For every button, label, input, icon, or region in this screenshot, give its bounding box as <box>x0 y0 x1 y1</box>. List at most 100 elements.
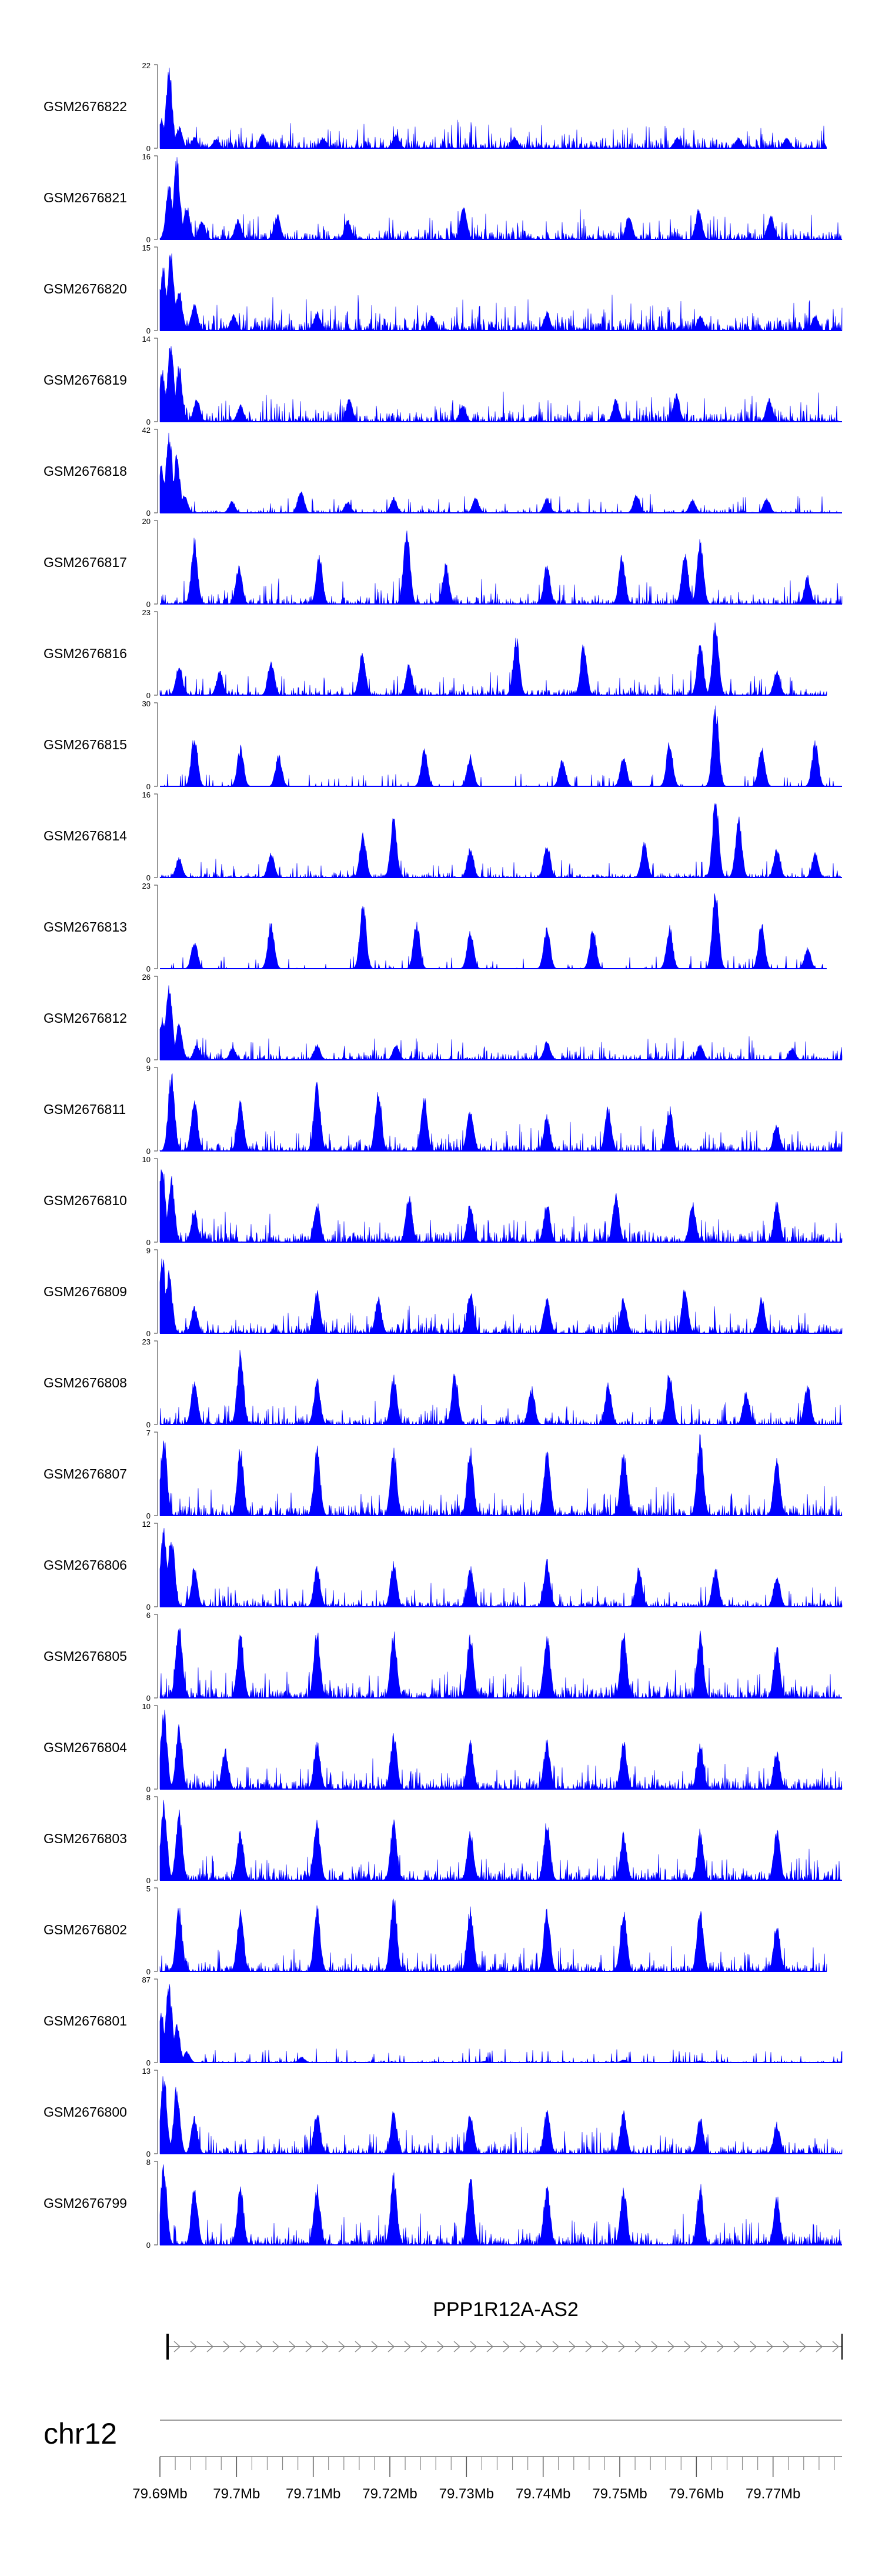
y-max-label: 23 <box>142 1337 151 1346</box>
coverage-area <box>159 1898 827 1973</box>
track-GSM2676800: GSM2676800 13 0 <box>44 2067 843 2158</box>
chromosome-label: chr12 <box>44 2417 117 2450</box>
track-GSM2676813: GSM2676813 23 0 <box>44 882 827 973</box>
strand-arrow <box>750 2341 757 2353</box>
track-GSM2676806: GSM2676806 12 0 <box>44 1520 843 1611</box>
strand-arrow <box>272 2341 280 2353</box>
y-min-label: 0 <box>146 144 151 153</box>
gene-body <box>166 2334 843 2360</box>
track-GSM2676815: GSM2676815 30 0 <box>44 699 842 791</box>
track-label: GSM2676816 <box>44 646 127 661</box>
strand-arrow <box>404 2341 412 2353</box>
track-label: GSM2676810 <box>44 1193 127 1208</box>
track-label: GSM2676815 <box>44 737 127 752</box>
track-label: GSM2676819 <box>44 372 127 388</box>
strand-arrow <box>206 2341 214 2353</box>
track-label: GSM2676821 <box>44 190 127 205</box>
y-max-label: 15 <box>142 243 151 252</box>
y-max-label: 23 <box>142 608 151 617</box>
y-min-label: 0 <box>146 326 151 335</box>
track-GSM2676817: GSM2676817 20 0 <box>44 517 843 609</box>
strand-arrow <box>437 2341 445 2353</box>
coverage-area <box>159 1169 843 1243</box>
gene-label: PPP1R12A-AS2 <box>433 2298 579 2321</box>
track-label: GSM2676804 <box>44 1740 127 1755</box>
coverage-area <box>160 893 827 969</box>
coverage-area <box>159 1628 842 1699</box>
track-GSM2676812: GSM2676812 26 0 <box>44 973 843 1065</box>
track-GSM2676810: GSM2676810 10 0 <box>44 1155 843 1247</box>
track-GSM2676807: GSM2676807 7 0 <box>44 1429 843 1520</box>
y-min-label: 0 <box>146 1147 151 1156</box>
strand-arrow <box>289 2341 296 2353</box>
strand-arrow <box>552 2341 560 2353</box>
strand-arrow <box>667 2341 675 2353</box>
y-max-label: 9 <box>146 1246 151 1255</box>
y-max-label: 42 <box>142 426 151 435</box>
track-label: GSM2676799 <box>44 2195 127 2211</box>
x-tick-label: 79.73Mb <box>439 2486 494 2502</box>
coverage-tracks: GSM2676822220GSM2676821160GSM2676820150G… <box>44 61 843 2250</box>
strand-arrow <box>355 2341 362 2353</box>
strand-arrow <box>338 2341 346 2353</box>
track-label: GSM2676813 <box>44 919 127 935</box>
strand-arrow <box>783 2341 790 2353</box>
y-min-label: 0 <box>146 1511 151 1520</box>
y-min-label: 0 <box>146 1603 151 1611</box>
y-max-label: 16 <box>142 790 151 799</box>
axis-body: 79.69Mb 79.7Mb 79.71Mb 79.72Mb 79.73Mb 79.74M… <box>132 2420 842 2502</box>
y-max-label: 5 <box>146 1884 151 1893</box>
y-min-label: 0 <box>146 1056 151 1065</box>
strand-arrow <box>519 2341 527 2353</box>
strand-arrow <box>453 2341 461 2353</box>
strand-arrow <box>602 2341 609 2353</box>
track-GSM2676801: GSM2676801 87 0 <box>44 1976 843 2067</box>
track-GSM2676809: GSM2676809 9 0 <box>44 1246 843 1338</box>
coverage-area <box>159 803 842 879</box>
y-min-label: 0 <box>146 2058 151 2067</box>
y-max-label: 87 <box>142 1976 151 1984</box>
strand-arrow <box>305 2341 313 2353</box>
strand-arrow <box>387 2341 395 2353</box>
strand-arrow <box>371 2341 379 2353</box>
y-min-label: 0 <box>146 2150 151 2158</box>
track-label: GSM2676807 <box>44 1466 127 1481</box>
coverage-area <box>159 2076 843 2155</box>
track-label: GSM2676800 <box>44 2104 127 2120</box>
y-max-label: 30 <box>142 699 151 708</box>
x-tick-label: 79.69Mb <box>132 2486 187 2502</box>
track-GSM2676820: GSM2676820 15 0 <box>44 243 843 335</box>
strand-arrow <box>651 2341 659 2353</box>
y-max-label: 10 <box>142 1155 151 1164</box>
coverage-area <box>159 1073 843 1152</box>
coverage-area <box>159 1800 842 1881</box>
coverage-area <box>160 530 843 605</box>
y-max-label: 7 <box>146 1429 151 1437</box>
track-label: GSM2676812 <box>44 1010 127 1026</box>
track-GSM2676811: GSM2676811 9 0 <box>44 1064 843 1156</box>
track-GSM2676818: GSM2676818 42 0 <box>44 426 842 518</box>
coverage-area <box>159 346 842 423</box>
y-min-label: 0 <box>146 2241 151 2250</box>
gene-annotation-track: PPP1R12A-AS2 <box>166 2298 843 2360</box>
strand-arrow <box>569 2341 576 2353</box>
y-min-label: 0 <box>146 1238 151 1247</box>
y-max-label: 8 <box>146 2158 151 2167</box>
y-max-label: 22 <box>142 61 151 70</box>
track-label: GSM2676808 <box>44 1375 127 1390</box>
track-label: GSM2676820 <box>44 281 127 296</box>
strand-arrow <box>322 2341 329 2353</box>
y-min-label: 0 <box>146 509 151 518</box>
track-GSM2676816: GSM2676816 23 0 <box>44 608 827 700</box>
y-min-label: 0 <box>146 1694 151 1703</box>
y-min-label: 0 <box>146 1329 151 1338</box>
x-tick-label: 79.74Mb <box>516 2486 570 2502</box>
track-label: GSM2676805 <box>44 1649 127 1664</box>
strand-arrow <box>717 2341 724 2353</box>
x-tick-label: 79.77Mb <box>746 2486 800 2502</box>
x-tick-label: 79.75Mb <box>592 2486 647 2502</box>
track-GSM2676808: GSM2676808 23 0 <box>44 1337 843 1429</box>
track-GSM2676814: GSM2676814 16 0 <box>44 790 842 882</box>
track-label: GSM2676806 <box>44 1557 127 1573</box>
y-min-label: 0 <box>146 782 151 791</box>
